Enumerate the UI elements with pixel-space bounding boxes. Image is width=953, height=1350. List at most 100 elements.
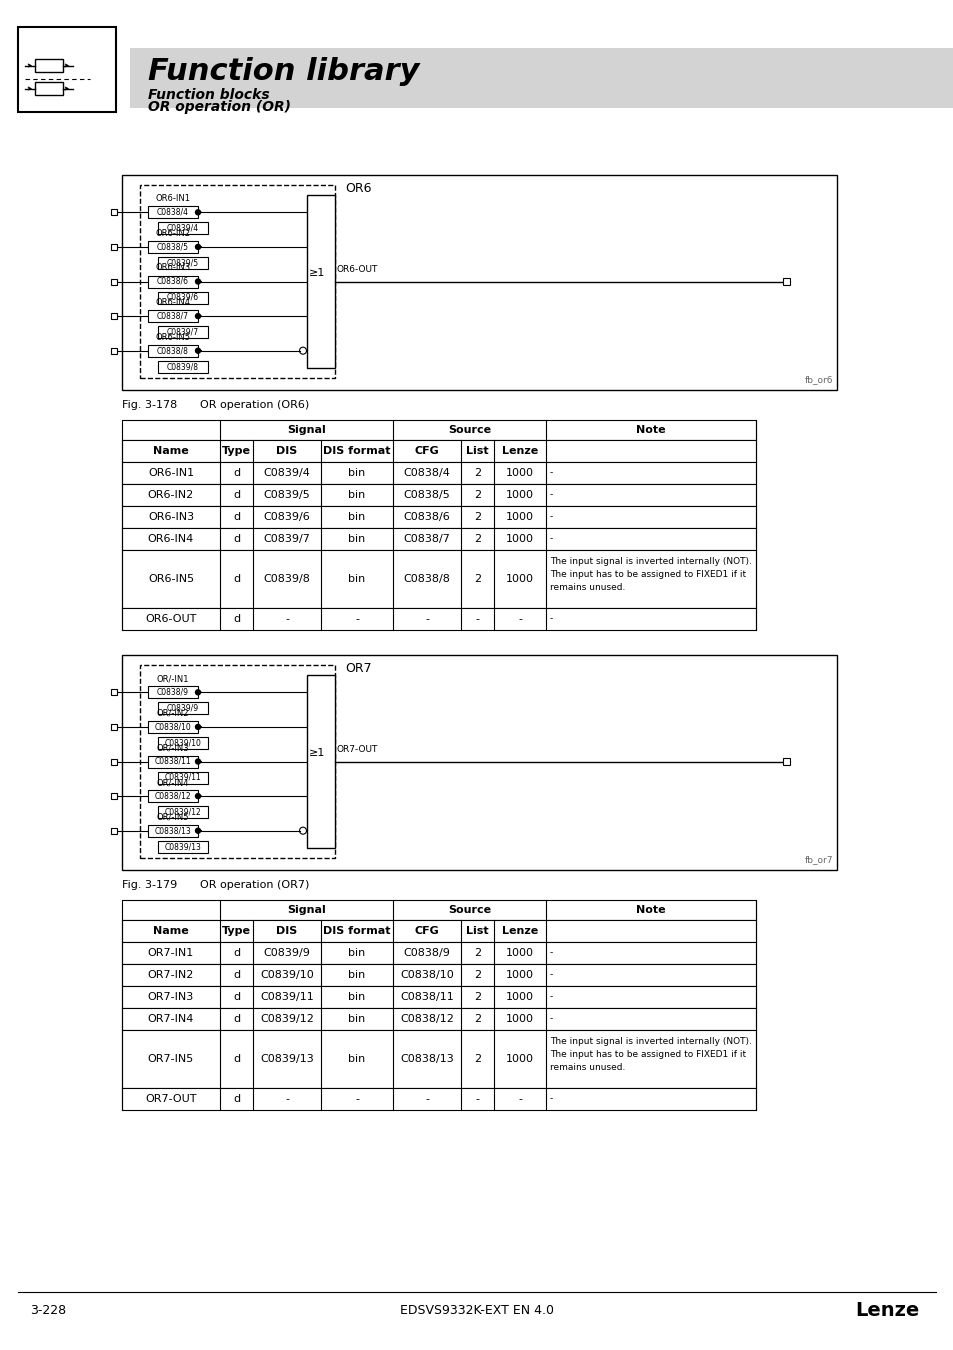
Text: Lenze: Lenze — [855, 1300, 919, 1319]
Text: C0838/11: C0838/11 — [154, 757, 192, 765]
Bar — [122, 919, 755, 942]
Text: OR7-IN5: OR7-IN5 — [148, 1054, 193, 1064]
Text: -: - — [550, 949, 553, 957]
Bar — [122, 528, 755, 549]
Text: Name: Name — [153, 926, 189, 936]
Text: Signal: Signal — [287, 904, 326, 915]
Bar — [122, 440, 755, 462]
Bar — [111, 244, 117, 250]
Bar — [122, 900, 755, 919]
Text: d: d — [233, 992, 240, 1002]
Text: OR6-IN1: OR6-IN1 — [148, 468, 193, 478]
Text: C0838/4: C0838/4 — [403, 468, 450, 478]
Bar — [111, 792, 117, 799]
Text: Function library: Function library — [148, 58, 419, 86]
Text: bin: bin — [348, 948, 365, 958]
Text: Name: Name — [153, 446, 189, 456]
Text: 1000: 1000 — [505, 535, 534, 544]
Bar — [307, 194, 335, 369]
Bar — [122, 420, 755, 440]
Text: d: d — [233, 1094, 240, 1104]
Text: 2: 2 — [474, 468, 480, 478]
Text: 2: 2 — [474, 948, 480, 958]
Text: d: d — [233, 468, 240, 478]
Text: C0838/8: C0838/8 — [157, 346, 189, 355]
Text: OR6-IN4: OR6-IN4 — [148, 535, 193, 544]
Text: 2: 2 — [474, 490, 480, 500]
Bar — [158, 223, 208, 235]
Text: C0838/10: C0838/10 — [154, 722, 192, 732]
Text: The input has to be assigned to FIXED1 if it: The input has to be assigned to FIXED1 i… — [550, 570, 745, 579]
Text: bin: bin — [348, 574, 365, 585]
Text: C0838/13: C0838/13 — [154, 826, 192, 836]
Text: 1000: 1000 — [505, 490, 534, 500]
Bar — [158, 360, 208, 373]
Text: C0839/13: C0839/13 — [260, 1054, 314, 1064]
Text: DIS: DIS — [276, 926, 297, 936]
Text: OR7-IN4: OR7-IN4 — [148, 1014, 194, 1025]
Text: -: - — [424, 614, 429, 624]
Text: OR7-OUT: OR7-OUT — [145, 1094, 196, 1104]
Text: OR7-OUT: OR7-OUT — [336, 744, 378, 753]
Text: bin: bin — [348, 1014, 365, 1025]
Text: remains unused.: remains unused. — [550, 583, 625, 593]
Text: C0839/8: C0839/8 — [263, 574, 310, 585]
Text: 3-228: 3-228 — [30, 1304, 66, 1316]
Text: bin: bin — [348, 512, 365, 522]
Text: C0839/11: C0839/11 — [165, 774, 201, 782]
Text: 1000: 1000 — [505, 948, 534, 958]
Bar — [111, 828, 117, 834]
Text: 2: 2 — [474, 574, 480, 585]
Circle shape — [195, 313, 200, 319]
Text: OR operation (OR): OR operation (OR) — [148, 100, 291, 113]
Text: CFG: CFG — [415, 926, 439, 936]
Text: ≥1: ≥1 — [309, 269, 325, 278]
Text: OR/-IN5: OR/-IN5 — [156, 813, 189, 822]
Text: OR/-IN3: OR/-IN3 — [156, 744, 189, 752]
Bar — [111, 724, 117, 730]
Text: Type: Type — [222, 446, 251, 456]
Text: C0838/13: C0838/13 — [399, 1054, 454, 1064]
Text: C0838/8: C0838/8 — [403, 574, 450, 585]
Text: C0838/9: C0838/9 — [403, 948, 450, 958]
Text: -: - — [424, 1094, 429, 1104]
Text: -: - — [517, 614, 521, 624]
Text: 1000: 1000 — [505, 992, 534, 1002]
Text: OR/-IN4: OR/-IN4 — [156, 778, 189, 787]
Bar — [158, 771, 208, 783]
Circle shape — [195, 690, 200, 695]
Text: Fig. 3-178: Fig. 3-178 — [122, 400, 177, 410]
Circle shape — [195, 759, 200, 764]
Text: Source: Source — [448, 904, 491, 915]
Text: -: - — [550, 535, 553, 544]
Text: List: List — [466, 926, 488, 936]
Bar — [122, 655, 836, 869]
Text: 1000: 1000 — [505, 1014, 534, 1025]
Text: fb_or7: fb_or7 — [803, 855, 832, 864]
Text: C0838/12: C0838/12 — [399, 1014, 454, 1025]
Text: C0839/6: C0839/6 — [167, 293, 199, 302]
Text: 2: 2 — [474, 971, 480, 980]
Bar — [148, 344, 198, 356]
Text: C0838/4: C0838/4 — [157, 208, 189, 217]
Text: The input signal is inverted internally (NOT).: The input signal is inverted internally … — [550, 558, 751, 566]
Text: -: - — [550, 614, 553, 624]
Text: 2: 2 — [474, 535, 480, 544]
Text: C0839/4: C0839/4 — [263, 468, 310, 478]
Circle shape — [195, 244, 200, 250]
Text: -: - — [475, 614, 479, 624]
Text: DIS format: DIS format — [323, 446, 391, 456]
Text: List: List — [466, 446, 488, 456]
Text: bin: bin — [348, 992, 365, 1002]
Text: OR7-IN2: OR7-IN2 — [148, 971, 194, 980]
Text: d: d — [233, 490, 240, 500]
Bar — [158, 737, 208, 749]
Text: C0839/12: C0839/12 — [165, 807, 201, 817]
Text: 2: 2 — [474, 512, 480, 522]
Text: EDSVS9332K-EXT EN 4.0: EDSVS9332K-EXT EN 4.0 — [399, 1304, 554, 1316]
Text: bin: bin — [348, 1054, 365, 1064]
Text: d: d — [233, 948, 240, 958]
Bar — [122, 1008, 755, 1030]
Bar — [111, 690, 117, 695]
Text: OR operation (OR6): OR operation (OR6) — [200, 400, 309, 410]
